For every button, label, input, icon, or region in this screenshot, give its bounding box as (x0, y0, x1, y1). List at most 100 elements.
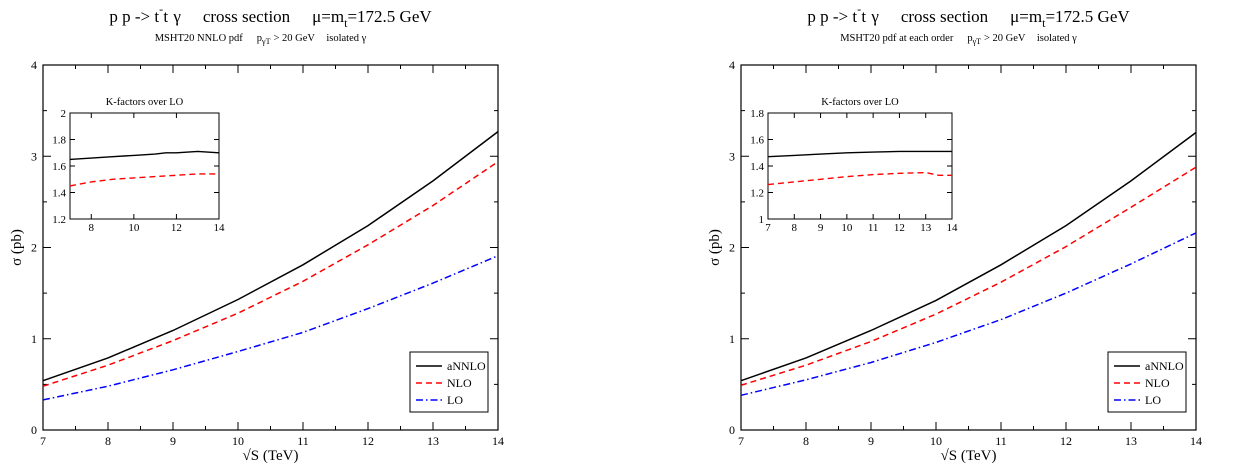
legend-label-nlo: NLO (1145, 376, 1170, 390)
title-process: p p -> t t (109, 7, 168, 26)
legend-label-lo: LO (447, 393, 463, 407)
series-line-lo (740, 232, 1197, 397)
legend-label-annlo: aNNLO (1145, 359, 1184, 373)
y-tick-label: 4 (729, 58, 735, 72)
inset-x-tick-label: 12 (171, 222, 182, 234)
y-tick-label: 2 (31, 241, 37, 255)
x-tick-label: 12 (362, 434, 374, 448)
x-tick-label: 11 (995, 434, 1007, 448)
y-tick-label: 0 (31, 423, 37, 437)
x-tick-label: 14 (492, 434, 504, 448)
inset-series-line-annlo (767, 150, 952, 158)
chart-subtitle: MSHT20 pdf at each order pγT > 20 GeV isola… (840, 33, 1077, 46)
inset-series-line-nlo (69, 173, 219, 187)
title-sub-t: t (1042, 16, 1046, 30)
x-tick-label: 11 (297, 434, 309, 448)
x-tick-label: 10 (232, 434, 244, 448)
chart-panel-2: p p -> t t- γ cross section μ=mt=172.5 GeV… (707, 2, 1202, 464)
inset-y-tick-label: 1 (759, 214, 765, 226)
title-bar: - (159, 2, 163, 16)
x-tick-label: 13 (1125, 434, 1137, 448)
inset-x-tick-label: 8 (89, 222, 95, 234)
title-cross-section: cross section (203, 7, 291, 26)
title-cross-section: cross section (901, 7, 989, 26)
inset-x-tick-label: 14 (214, 222, 226, 234)
legend-box (1107, 351, 1187, 413)
x-tick-label: 12 (1060, 434, 1072, 448)
inset-x-tick-label: 12 (894, 222, 905, 234)
series-line-nlo (740, 166, 1197, 387)
legend-box (409, 351, 489, 413)
inset-y-tick-label: 1.4 (750, 161, 764, 173)
title-sub-t: t (344, 16, 348, 30)
subtitle-pt: p (257, 33, 262, 44)
inset-chart: K-factors over LO 8 10 12 14 1.2 1.4 1.6 1.8 2 (52, 97, 225, 234)
chart-title: p p -> t t- γ cross section μ=mt=172.5 GeV (109, 2, 432, 30)
inset-x-tick-label: 10 (841, 222, 853, 234)
y-tick-label: 0 (729, 423, 735, 437)
chart-title: p p -> t t- γ cross section μ=mt=172.5 GeV (807, 2, 1130, 30)
legend-label-annlo: aNNLO (447, 359, 486, 373)
inset-title: K-factors over LO (106, 97, 184, 108)
series-line-annlo (42, 131, 499, 382)
subtitle-isolated: isolated γ (1037, 33, 1077, 44)
y-tick-label: 1 (31, 332, 37, 346)
inset-y-tick-label: 1.8 (750, 108, 764, 120)
subtitle-pt: p (967, 33, 972, 44)
y-tick-label: 1 (729, 332, 735, 346)
x-tick-label: 8 (803, 434, 809, 448)
inset-series-line-nlo (767, 171, 952, 186)
inset-y-tick-label: 1.2 (52, 214, 66, 226)
x-tick-label: 10 (930, 434, 942, 448)
series-line-nlo (42, 161, 499, 387)
title-process: p p -> t t (807, 7, 866, 26)
y-axis-label: σ (pb) (9, 229, 25, 266)
title-bar: - (857, 2, 861, 16)
inset-chart: K-factors over LO 7 8 9 10 11 12 13 14 1 1.2 1.4 1.6… (750, 97, 958, 234)
inset-series-line-annlo (69, 150, 220, 161)
legend-label-lo: LO (1145, 393, 1161, 407)
inset-x-tick-label: 10 (128, 222, 140, 234)
subtitle-pdf: MSHT20 NNLO pdf (155, 33, 244, 44)
x-axis-label: √S (TeV) (243, 448, 299, 464)
inset-y-tick-label: 1.6 (52, 161, 66, 173)
title-value: =172.5 GeV (347, 7, 432, 26)
y-axis-label: σ (pb) (707, 229, 723, 266)
inset-title: K-factors over LO (821, 97, 899, 108)
y-tick-label: 3 (729, 149, 735, 163)
chart-panel-1: p p -> t t- γ cross section μ=mt=172.5 GeV… (9, 2, 504, 464)
subtitle-pt-sub: γT (261, 37, 271, 46)
inset-x-tick-label: 11 (868, 222, 879, 234)
x-tick-label: 13 (427, 434, 439, 448)
inset-y-tick-label: 1.4 (52, 188, 66, 200)
title-gamma: γ (867, 7, 879, 26)
inset-x-tick-label: 8 (792, 222, 798, 234)
series-line-annlo (740, 131, 1197, 382)
x-tick-label: 14 (1190, 434, 1202, 448)
inset-x-tick-label: 9 (818, 222, 824, 234)
inset-y-tick-label: 1.8 (52, 135, 66, 147)
inset-x-tick-label: 14 (947, 222, 959, 234)
x-tick-label: 9 (170, 434, 176, 448)
series-line-lo (42, 255, 499, 401)
inset-frame (69, 112, 220, 220)
title-value: =172.5 GeV (1045, 7, 1130, 26)
inset-y-tick-label: 2 (61, 108, 67, 120)
y-tick-label: 3 (31, 149, 37, 163)
x-tick-label: 7 (40, 434, 46, 448)
title-gamma: γ (169, 7, 181, 26)
inset-x-tick-label: 13 (920, 222, 932, 234)
subtitle-pdf: MSHT20 pdf at each order (840, 33, 954, 44)
chart-subtitle: MSHT20 NNLO pdf pγT > 20 GeV isolated γ (155, 33, 367, 46)
inset-x-tick-label: 7 (765, 222, 771, 234)
x-axis-label: √S (TeV) (941, 448, 997, 464)
subtitle-cut: > 20 GeV (984, 33, 1026, 44)
title-mu: μ=m (312, 7, 344, 26)
inset-y-tick-label: 1.2 (750, 188, 764, 200)
inset-y-tick-label: 1.6 (750, 135, 764, 147)
subtitle-cut: > 20 GeV (273, 33, 315, 44)
inset-frame (767, 112, 953, 220)
x-tick-label: 7 (738, 434, 744, 448)
subtitle-pt-sub: γT (972, 37, 982, 46)
